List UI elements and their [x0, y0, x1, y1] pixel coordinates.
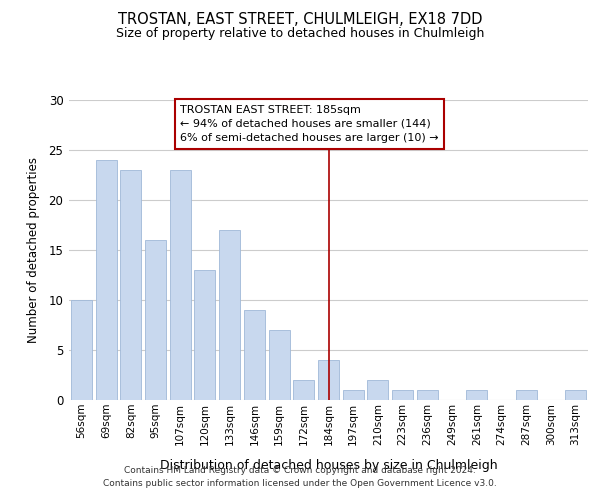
Text: TROSTAN EAST STREET: 185sqm
← 94% of detached houses are smaller (144)
6% of sem: TROSTAN EAST STREET: 185sqm ← 94% of det… — [180, 105, 439, 143]
Bar — [71, 300, 92, 400]
Bar — [293, 380, 314, 400]
Bar — [392, 390, 413, 400]
Bar — [466, 390, 487, 400]
Text: Contains HM Land Registry data © Crown copyright and database right 2024.
Contai: Contains HM Land Registry data © Crown c… — [103, 466, 497, 487]
Bar — [318, 360, 339, 400]
Bar — [120, 170, 141, 400]
Text: TROSTAN, EAST STREET, CHULMLEIGH, EX18 7DD: TROSTAN, EAST STREET, CHULMLEIGH, EX18 7… — [118, 12, 482, 28]
Bar — [516, 390, 537, 400]
Bar — [417, 390, 438, 400]
Bar — [95, 160, 116, 400]
Y-axis label: Number of detached properties: Number of detached properties — [27, 157, 40, 343]
Bar — [565, 390, 586, 400]
Bar — [367, 380, 388, 400]
Bar — [219, 230, 240, 400]
Text: Size of property relative to detached houses in Chulmleigh: Size of property relative to detached ho… — [116, 28, 484, 40]
X-axis label: Distribution of detached houses by size in Chulmleigh: Distribution of detached houses by size … — [160, 459, 497, 472]
Bar — [170, 170, 191, 400]
Bar — [343, 390, 364, 400]
Bar — [194, 270, 215, 400]
Bar — [145, 240, 166, 400]
Bar — [269, 330, 290, 400]
Bar — [244, 310, 265, 400]
